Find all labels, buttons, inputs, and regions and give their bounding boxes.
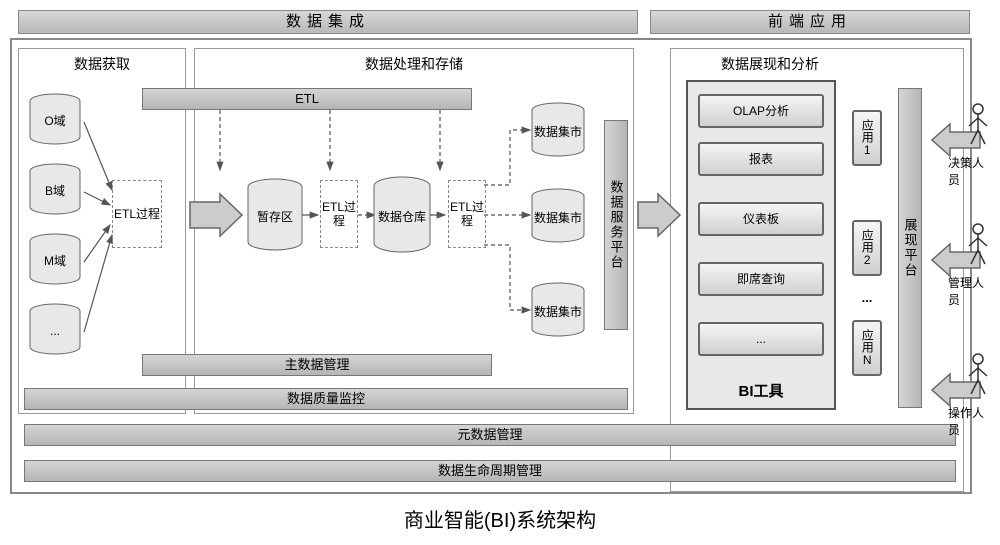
mart-1-label: 数据集市: [534, 121, 582, 139]
report-button: 报表: [698, 142, 824, 176]
user-decision-label: 决策人员: [948, 154, 990, 188]
display-platform-bar: 展现平台: [898, 88, 922, 408]
etl-process-2: ETL过程: [320, 180, 358, 248]
master-data-bar: 主数据管理: [142, 354, 492, 376]
source-m-label: M域: [44, 250, 66, 268]
bi-tool-box: [686, 80, 836, 410]
etl-process-1: ETL过程: [112, 180, 162, 248]
bi-more-button: ...: [698, 322, 824, 356]
app-n-button: 应用N: [852, 320, 882, 376]
app-2-button: 应用2: [852, 220, 882, 276]
app-dots: ...: [852, 290, 882, 305]
warehouse-cylinder: 数据仓库: [372, 176, 432, 254]
source-m-cylinder: M域: [28, 232, 82, 286]
mart-2-label: 数据集市: [534, 207, 582, 225]
user-decision-icon: [965, 102, 991, 148]
service-platform-bar: 数据服务平台: [604, 120, 628, 330]
source-more-cylinder: ...: [28, 302, 82, 356]
source-b-cylinder: B域: [28, 162, 82, 216]
user-manager-label: 管理人员: [948, 274, 990, 308]
mart-3-label: 数据集市: [534, 301, 582, 319]
user-operator-icon: [965, 352, 991, 398]
mart-2-cylinder: 数据集市: [530, 188, 586, 244]
mart-3-cylinder: 数据集市: [530, 282, 586, 338]
lifecycle-bar: 数据生命周期管理: [24, 460, 956, 482]
diagram-title: 商业智能(BI)系统架构: [10, 504, 990, 533]
adhoc-button: 即席查询: [698, 262, 824, 296]
dashboard-button: 仪表板: [698, 202, 824, 236]
source-b-label: B域: [45, 180, 65, 198]
warehouse-label: 数据仓库: [378, 206, 426, 224]
etl-bar: ETL: [142, 88, 472, 110]
user-manager-icon: [965, 222, 991, 268]
quality-bar: 数据质量监控: [24, 388, 628, 410]
source-more-label: ...: [50, 320, 60, 338]
olap-button: OLAP分析: [698, 94, 824, 128]
metadata-bar: 元数据管理: [24, 424, 956, 446]
source-o-label: O域: [44, 110, 65, 128]
diagram-root: 数据集成 前端应用 数据获取 数据处理和存储 数据展现和分析: [10, 10, 990, 535]
mart-1-cylinder: 数据集市: [530, 102, 586, 158]
source-o-cylinder: O域: [28, 92, 82, 146]
bi-group-label: BI工具: [686, 380, 836, 401]
app-1-button: 应用1: [852, 110, 882, 166]
user-operator-label: 操作人员: [948, 404, 990, 438]
etl-process-3: ETL过程: [448, 180, 486, 248]
staging-label: 暂存区: [257, 206, 293, 224]
staging-cylinder: 暂存区: [246, 178, 304, 252]
